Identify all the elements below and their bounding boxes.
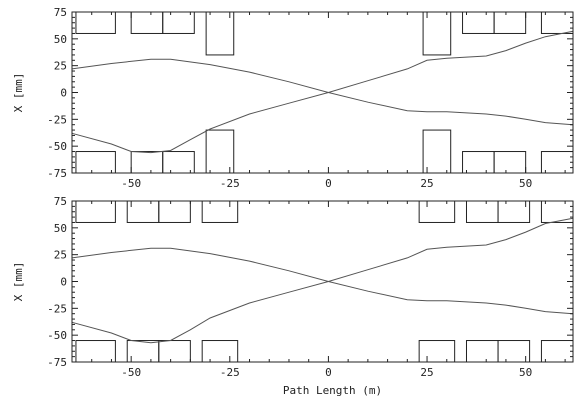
aperture-box — [418, 340, 456, 363]
x-tick-label: 50 — [519, 366, 532, 379]
x-tick-label: 50 — [519, 177, 532, 190]
aperture-box — [201, 200, 239, 223]
aperture-box — [158, 340, 191, 363]
y-tick-label: 75 — [54, 195, 67, 208]
x-tick-label: -25 — [220, 177, 240, 190]
y-tick-label: 50 — [54, 33, 67, 46]
plot-frame — [71, 200, 574, 363]
aperture-box — [465, 340, 499, 363]
y-tick-label: 50 — [54, 222, 67, 235]
y-axis-label: X [mm] — [12, 73, 25, 113]
aperture-box — [540, 11, 574, 34]
y-tick-label: -75 — [47, 356, 67, 369]
aperture-box — [126, 200, 160, 223]
x-tick-label: -25 — [220, 366, 240, 379]
aperture-box — [75, 340, 116, 363]
x-tick-label: 25 — [420, 177, 433, 190]
orbit-curve — [71, 217, 574, 344]
aperture-box — [497, 200, 531, 223]
aperture-box — [418, 200, 456, 223]
aperture-box — [162, 11, 195, 34]
aperture-box — [422, 11, 452, 56]
aperture-box — [75, 200, 116, 223]
aperture-box — [205, 11, 235, 56]
aperture-box — [540, 340, 574, 363]
plot-frame — [71, 11, 574, 174]
aperture-box — [422, 129, 452, 174]
aperture-box — [493, 11, 527, 34]
y-tick-label: -25 — [47, 302, 67, 315]
aperture-box — [497, 340, 531, 363]
x-tick-label: 25 — [420, 366, 433, 379]
x-tick-label: -50 — [121, 366, 141, 379]
aperture-box — [162, 151, 195, 174]
top-panel: -50 -25 0 25 50 -75 -50 -25 0 25 50 75 X [mm] — [12, 6, 574, 190]
orbit-curve — [71, 30, 574, 154]
aperture-box — [126, 340, 160, 363]
aperture-box — [201, 340, 239, 363]
orbit-curve — [71, 58, 574, 126]
x-tick-label: -50 — [121, 177, 141, 190]
y-tick-label: 25 — [54, 60, 67, 73]
aperture-box — [462, 11, 495, 34]
aperture-box — [493, 151, 527, 174]
y-tick-label: 25 — [54, 249, 67, 262]
y-tick-label: -50 — [47, 329, 67, 342]
aperture-box — [130, 11, 164, 34]
x-tick-label: 0 — [325, 366, 332, 379]
y-axis-label: X [mm] — [12, 262, 25, 302]
aperture-box — [130, 151, 164, 174]
y-tick-label: 0 — [60, 87, 67, 100]
aperture-box — [540, 151, 574, 174]
y-tick-label: -50 — [47, 140, 67, 153]
aperture-box — [465, 200, 499, 223]
x-tick-label: 0 — [325, 177, 332, 190]
aperture-box — [462, 151, 495, 174]
y-tick-label: -75 — [47, 167, 67, 180]
aperture-box — [75, 11, 116, 34]
aperture-box — [75, 151, 116, 174]
y-tick-label: 0 — [60, 276, 67, 289]
y-tick-label: -25 — [47, 113, 67, 126]
x-axis-label: Path Length (m) — [283, 384, 382, 397]
aperture-box — [205, 129, 235, 174]
aperture-box — [158, 200, 191, 223]
y-tick-label: 75 — [54, 6, 67, 19]
orbit-curve — [71, 247, 574, 315]
bottom-panel: -50 -25 0 25 50 -75 -50 -25 0 25 50 75 X [mm] Path Le… — [12, 195, 574, 397]
